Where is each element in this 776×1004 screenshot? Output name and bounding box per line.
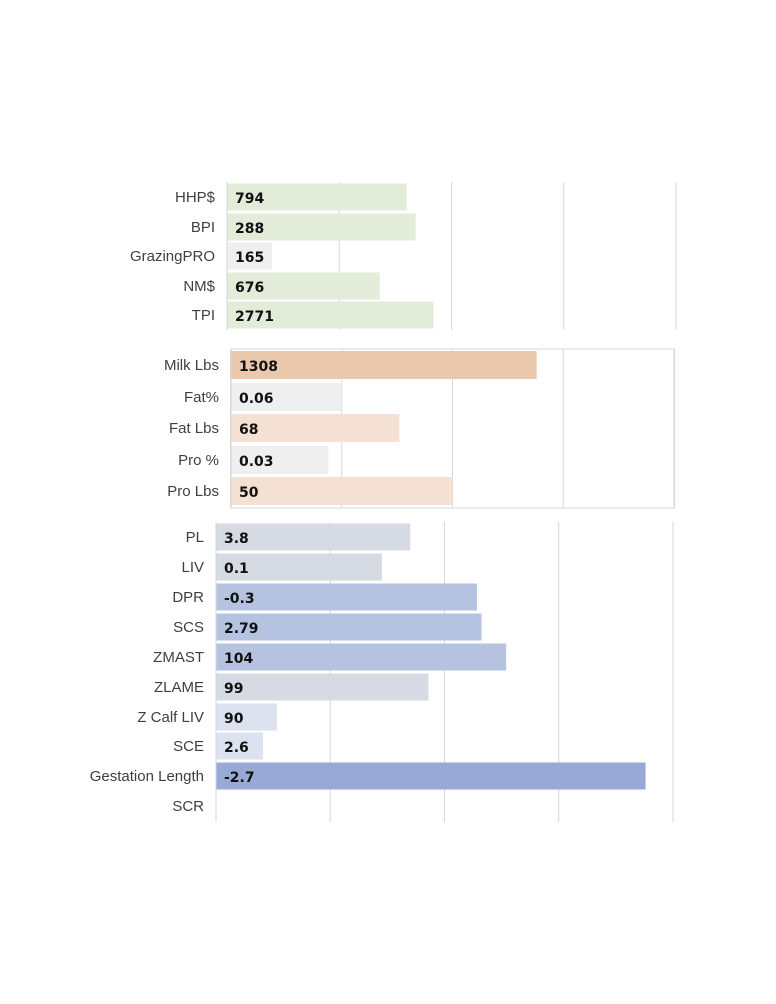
category-label-z-calf-liv: Z Calf LIV (137, 709, 204, 726)
bar-grazingpro (227, 242, 272, 270)
bar-zmast (216, 643, 507, 671)
data-label-gestation-length: -2.7 (224, 770, 255, 786)
data-label-z-calf-liv: 90 (224, 711, 244, 727)
data-label-pl: 3.8 (224, 531, 249, 547)
bar-hhp (227, 183, 407, 211)
bar-pro-lbs (231, 477, 453, 505)
category-label-sce: SCE (173, 738, 204, 755)
category-label-nm: NM$ (183, 278, 215, 295)
category-label-zmast: ZMAST (153, 649, 204, 666)
category-label-scs: SCS (173, 619, 204, 636)
category-label-gestation-length: Gestation Length (90, 768, 204, 785)
category-label-hhp: HHP$ (175, 189, 216, 206)
bar-pl (216, 523, 411, 551)
bar-fat-lbs (231, 414, 400, 442)
category-label-zlame: ZLAME (154, 679, 204, 696)
category-label-scr: SCR (172, 798, 204, 815)
category-label-liv: LIV (181, 559, 204, 576)
bar-liv (216, 553, 382, 581)
bar-fat (231, 383, 342, 411)
bar-scs (216, 613, 482, 641)
category-label-pl: PL (186, 529, 204, 546)
category-label-fat: Fat% (184, 389, 219, 406)
bar-gestation-length (216, 762, 646, 790)
bar-tpi (227, 301, 434, 329)
bar-bpi (227, 213, 416, 241)
bar-z-calf-liv (216, 703, 277, 731)
category-label-pro-lbs: Pro Lbs (167, 483, 219, 500)
data-label-bpi: 288 (235, 221, 264, 237)
data-label-nm: 676 (235, 280, 264, 296)
data-label-dpr: -0.3 (224, 591, 255, 607)
category-label-fat-lbs: Fat Lbs (169, 420, 219, 437)
bar-dpr (216, 583, 477, 611)
bar-sce (216, 732, 264, 760)
bar-zlame (216, 673, 429, 701)
data-label-fat-lbs: 68 (239, 422, 258, 438)
data-label-grazingpro: 165 (235, 250, 264, 266)
bar-pro (231, 446, 329, 474)
data-label-zmast: 104 (224, 651, 253, 667)
category-label-tpi: TPI (192, 307, 215, 324)
bar-milk-lbs (231, 351, 537, 379)
category-label-bpi: BPI (191, 219, 215, 236)
category-label-milk-lbs: Milk Lbs (164, 357, 219, 374)
data-label-tpi: 2771 (235, 309, 274, 325)
bar-nm (227, 272, 380, 300)
data-label-pro: 0.03 (239, 454, 274, 470)
data-label-fat: 0.06 (239, 391, 274, 407)
category-label-pro: Pro % (178, 452, 219, 469)
category-label-grazingpro: GrazingPRO (130, 248, 215, 265)
data-label-pro-lbs: 50 (239, 485, 259, 501)
data-label-liv: 0.1 (224, 561, 249, 577)
data-label-zlame: 99 (224, 681, 243, 697)
category-label-dpr: DPR (172, 589, 204, 606)
data-label-sce: 2.6 (224, 740, 249, 756)
data-label-milk-lbs: 1308 (239, 359, 278, 375)
data-label-scs: 2.79 (224, 621, 259, 637)
data-label-hhp: 794 (235, 191, 264, 207)
